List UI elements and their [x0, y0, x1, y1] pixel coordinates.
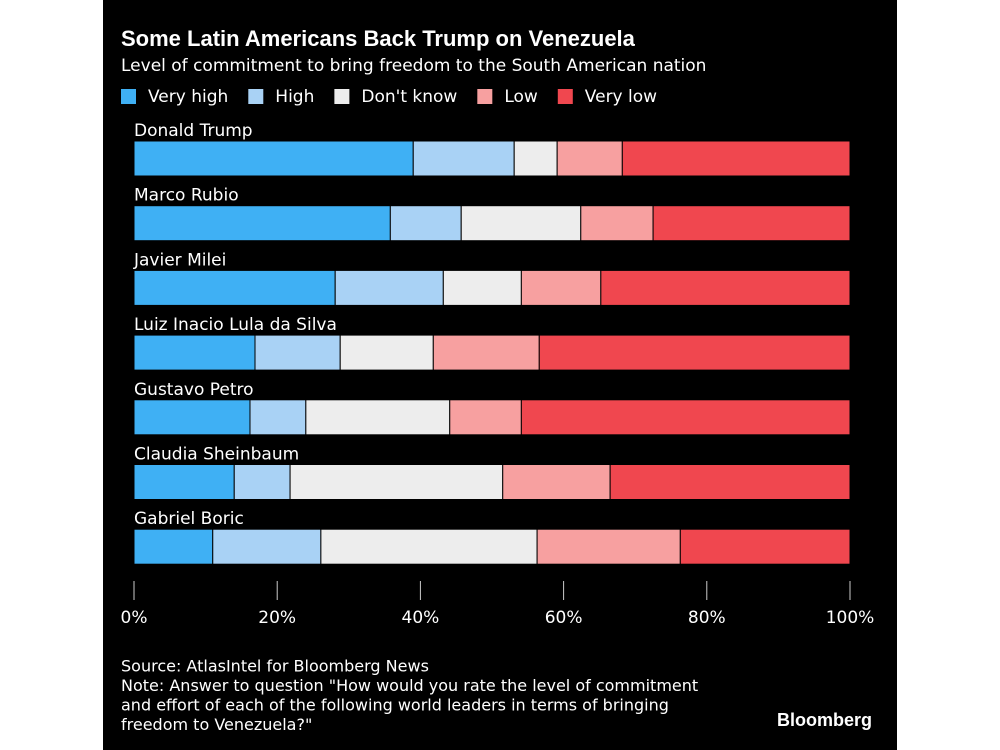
bar-segment	[432, 334, 540, 371]
bar-segment	[412, 140, 515, 177]
bar-segment	[513, 140, 558, 177]
bar-segment	[556, 140, 623, 177]
category-label: Gustavo Petro	[134, 380, 254, 400]
x-tick-label: 40%	[402, 608, 440, 628]
bar-segment	[320, 528, 538, 565]
bar-segment	[339, 334, 434, 371]
panel	[103, 0, 897, 750]
bar-segment	[249, 399, 307, 436]
x-tick-label: 60%	[545, 608, 583, 628]
legend-swatch	[334, 89, 350, 104]
bar-segment	[442, 269, 522, 306]
bar-segment	[212, 528, 322, 565]
legend-label: Very high	[148, 87, 228, 107]
chart-subtitle: Level of commitment to bring freedom to …	[121, 56, 706, 76]
bar-segment	[133, 464, 235, 500]
category-label: Gabriel Boric	[134, 509, 244, 529]
bar-segment	[254, 334, 341, 371]
x-tick-label: 100%	[826, 608, 875, 628]
legend-swatch	[477, 89, 493, 104]
bar-segment	[233, 464, 291, 500]
bar-segment	[600, 269, 851, 306]
legend-label: Very low	[585, 87, 657, 107]
bar-segment	[460, 205, 582, 242]
chart-title: Some Latin Americans Back Trump on Venez…	[121, 26, 636, 51]
bar-segment	[133, 334, 256, 371]
legend-label: High	[275, 87, 314, 107]
bar-segment	[538, 334, 851, 371]
bar-segment	[679, 528, 851, 565]
footnote: freedom to Venezuela?"	[121, 715, 312, 734]
category-label: Claudia Sheinbaum	[134, 445, 299, 465]
bar-segment	[133, 205, 391, 242]
bar-segment	[289, 464, 504, 500]
footnote: Note: Answer to question "How would you …	[121, 676, 698, 695]
bar-segment	[652, 205, 851, 242]
x-tick-label: 20%	[258, 608, 296, 628]
legend-swatch	[557, 89, 573, 104]
bar-segment	[133, 399, 251, 436]
category-label: Luiz Inacio Lula da Silva	[134, 315, 337, 335]
bar-segment	[133, 269, 336, 306]
bar-segment	[305, 399, 451, 436]
legend-swatch	[121, 89, 136, 104]
x-tick-label: 0%	[121, 608, 148, 628]
brand: Bloomberg	[777, 710, 872, 730]
footnote: Source: AtlasIntel for Bloomberg News	[121, 657, 429, 676]
bar-segment	[609, 464, 851, 500]
x-tick-label: 80%	[688, 608, 726, 628]
legend-label: Low	[504, 87, 538, 107]
bar-segment	[133, 528, 214, 565]
bar-segment	[502, 464, 611, 500]
category-label: Donald Trump	[134, 121, 253, 141]
bar-segment	[334, 269, 444, 306]
bar-segment	[621, 140, 851, 177]
bar-segment	[536, 528, 681, 565]
category-label: Javier Milei	[133, 250, 226, 270]
bar-segment	[133, 140, 414, 177]
legend-label: Don't know	[361, 87, 457, 107]
bar-segment	[449, 399, 522, 436]
category-label: Marco Rubio	[134, 186, 239, 206]
footnote: and effort of each of the following worl…	[121, 696, 669, 715]
bar-segment	[389, 205, 462, 242]
bar-segment	[520, 269, 602, 306]
legend-swatch	[248, 89, 264, 104]
bar-segment	[580, 205, 654, 242]
bar-segment	[520, 399, 851, 436]
